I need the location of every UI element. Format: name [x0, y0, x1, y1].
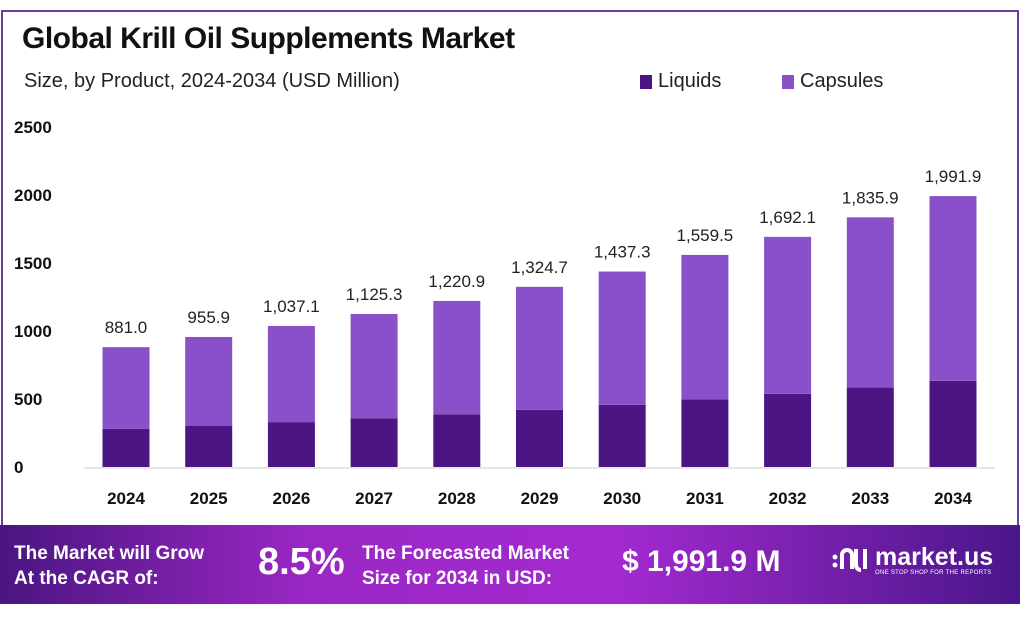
bar-segment-capsules [929, 196, 977, 381]
summary-banner: The Market will Grow At the CAGR of: 8.5… [0, 525, 1020, 604]
data-label: 1,437.3 [594, 243, 651, 262]
bar-segment-capsules [681, 254, 729, 400]
x-tick-label: 2026 [272, 489, 310, 508]
cagr-label: The Market will Grow At the CAGR of: [14, 541, 204, 591]
x-tick-label: 2029 [521, 489, 559, 508]
data-label: 1,835.9 [842, 188, 899, 207]
logo-icon [832, 548, 867, 572]
x-tick-label: 2027 [355, 489, 393, 508]
bar-segment-capsules [598, 271, 646, 405]
data-label: 1,324.7 [511, 258, 568, 277]
y-tick-label: 2000 [14, 186, 52, 205]
chart-title: Global Krill Oil Supplements Market [22, 22, 515, 55]
forecast-label: The Forecasted Market Size for 2034 in U… [362, 541, 569, 591]
bar-segment-liquids [185, 425, 233, 467]
bar-segment-liquids [764, 393, 812, 467]
y-tick-label: 0 [14, 458, 23, 477]
bar-segment-liquids [846, 387, 894, 467]
bar-segment-liquids [598, 404, 646, 467]
y-tick-label: 1500 [14, 254, 52, 273]
bar-segment-liquids [102, 428, 150, 467]
market-us-logo: market.us ONE STOP SHOP FOR THE REPORTS [830, 543, 993, 577]
bar-segment-capsules [350, 313, 398, 419]
legend-label: Liquids [658, 70, 722, 92]
bar-segment-capsules [846, 217, 894, 388]
data-label: 1,037.1 [263, 297, 320, 316]
x-tick-label: 2025 [190, 489, 228, 508]
y-tick-label: 2500 [14, 118, 52, 137]
cagr-value: 8.5% [258, 541, 345, 583]
cagr-label-line2: At the CAGR of: [14, 568, 159, 589]
bar-segment-liquids [681, 399, 729, 467]
x-tick-label: 2032 [769, 489, 807, 508]
data-label: 955.9 [187, 308, 230, 327]
bar-chart: 0 500 1000 1500 2000 2500 881.0 2024 955.9 2025 1,… [14, 118, 995, 508]
y-tick-label: 1000 [14, 322, 52, 341]
legend-item-liquids: Liquids [640, 70, 721, 93]
x-tick-label: 2031 [686, 489, 724, 508]
data-label: 1,991.9 [925, 167, 982, 186]
data-label: 1,220.9 [428, 272, 485, 291]
bar-segment-liquids [350, 418, 398, 467]
data-label: 1,125.3 [346, 285, 403, 304]
bar-segment-capsules [516, 286, 563, 410]
legend-swatch-liquids [640, 74, 652, 89]
y-tick-label: 500 [14, 390, 42, 409]
x-tick-label: 2024 [107, 489, 145, 508]
cagr-label-line1: The Market will Grow [14, 543, 205, 564]
legend-label: Capsules [800, 70, 884, 92]
forecast-label-line1: The Forecasted Market [362, 543, 569, 564]
bar-segment-capsules [433, 300, 481, 415]
bar-segment-capsules [185, 336, 233, 426]
x-tick-label: 2028 [438, 489, 476, 508]
x-tick-label: 2033 [851, 489, 889, 508]
chart-subtitle: Size, by Product, 2024-2034 (USD Million… [24, 70, 400, 92]
bar-segment-liquids [267, 422, 315, 467]
data-label: 881.0 [105, 318, 148, 337]
bar-segment-liquids [433, 414, 481, 467]
logo-tagline: ONE STOP SHOP FOR THE REPORTS [875, 570, 992, 576]
legend-swatch-capsules [782, 74, 794, 89]
bar-segment-capsules [764, 236, 812, 394]
forecast-label-line2: Size for 2034 in USD: [362, 568, 553, 589]
bar-segment-capsules [267, 325, 315, 423]
x-tick-label: 2030 [603, 489, 641, 508]
bar-segment-capsules [102, 347, 150, 429]
forecast-value: $ 1,991.9 M [622, 545, 781, 578]
bar-segment-liquids [929, 380, 977, 467]
bar-segment-liquids [516, 409, 563, 467]
data-label: 1,692.1 [759, 208, 816, 227]
logo-text: market.us [875, 543, 994, 571]
x-tick-label: 2034 [934, 489, 972, 508]
data-label: 1,559.5 [677, 226, 734, 245]
legend-item-capsules: Capsules [782, 70, 883, 93]
